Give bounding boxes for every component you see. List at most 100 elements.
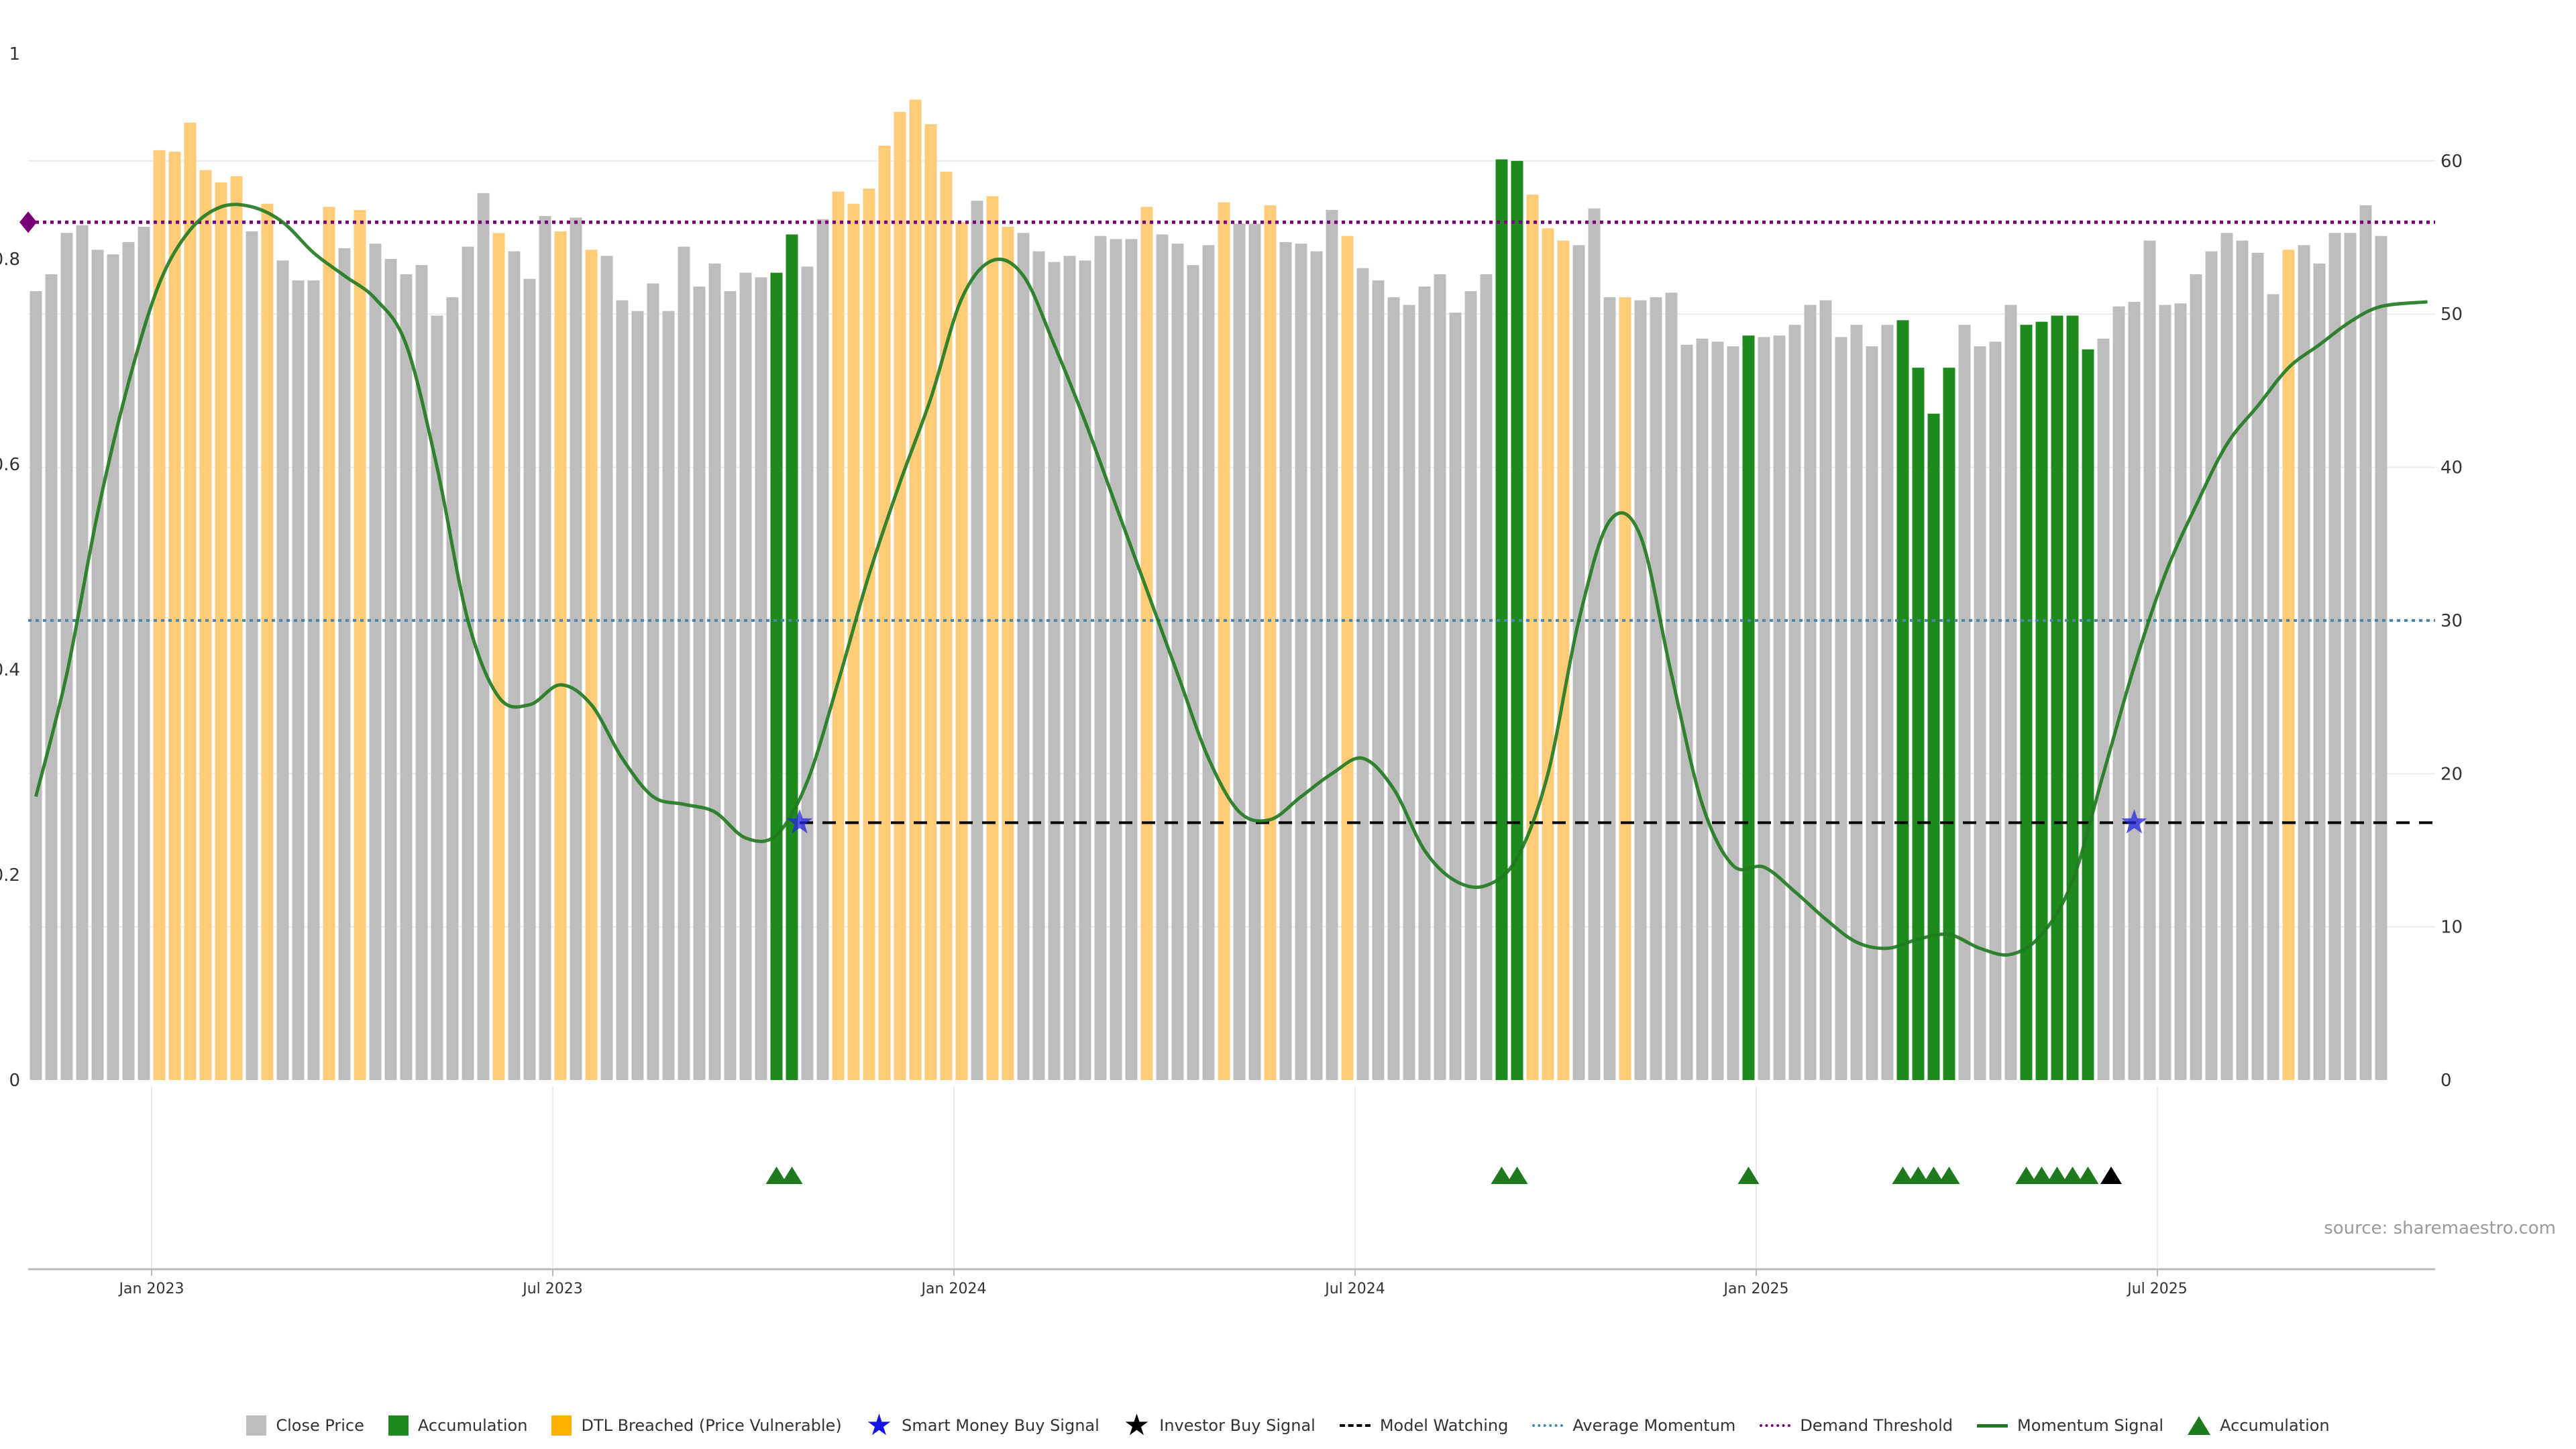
dtl-breached-bar <box>168 152 181 1080</box>
close-price-bar <box>1372 280 1385 1080</box>
close-price-bar <box>415 265 428 1081</box>
close-price-bar <box>2267 294 2279 1080</box>
left-axis: 0 0.2 0.4 0.6 0.8 1 <box>0 44 20 1091</box>
dtl-breached-bar <box>863 188 875 1081</box>
momentum-signal-line <box>34 203 2428 957</box>
legend-label: DTL Breached (Price Vulnerable) <box>581 1416 842 1435</box>
investor-buy-signal-triangle <box>2100 1167 2122 1184</box>
close-price-bar <box>462 246 474 1081</box>
close-price-bar <box>708 263 721 1081</box>
close-price-bar <box>2344 233 2357 1081</box>
accumulation-bar <box>2020 325 2033 1080</box>
close-price-bar <box>2251 252 2264 1080</box>
legend: Close Price Accumulation DTL Breached (Pri… <box>0 1409 2576 1442</box>
close-price-bar <box>76 225 89 1080</box>
dtl-breached-bar <box>847 203 860 1081</box>
dtl-breached-bar <box>1140 207 1153 1081</box>
legend-label: Average Momentum <box>1572 1416 1736 1435</box>
left-tick-label: 1 <box>9 44 20 64</box>
close-price-bar <box>739 272 752 1080</box>
dtl-breached-bar <box>1619 297 1631 1080</box>
left-tick-label: 0 <box>9 1071 20 1091</box>
close-price-bar <box>2313 263 2326 1081</box>
close-price-bar <box>1295 244 1307 1080</box>
close-price-bar <box>631 311 644 1080</box>
legend-item: Close Price <box>246 1415 364 1436</box>
buy-signals <box>786 809 2147 834</box>
close-price-bar <box>508 251 521 1081</box>
accumulation-markers <box>765 1167 2122 1184</box>
accumulation-bar <box>1742 335 1755 1081</box>
bars <box>30 99 2387 1081</box>
close-price-bar <box>384 259 397 1080</box>
dtl-breached-bar <box>940 171 953 1080</box>
reference-lines <box>19 211 2435 824</box>
star-icon: ★ <box>865 1408 893 1442</box>
close-price-bar <box>138 227 150 1080</box>
close-price-bar <box>1788 325 1801 1080</box>
close-price-bar <box>276 260 289 1080</box>
close-price-bar <box>1110 239 1122 1080</box>
close-price-bar <box>1079 260 1091 1080</box>
close-price-bar <box>1326 209 1338 1080</box>
accumulation-triangle <box>1737 1167 1760 1184</box>
close-price-bar <box>1850 325 1863 1080</box>
left-tick-label: 0.4 <box>0 660 20 680</box>
close-price-bar <box>2375 235 2387 1080</box>
accumulation-bar <box>770 272 783 1080</box>
close-price-bar <box>2112 306 2125 1081</box>
star-icon: ★ <box>1123 1408 1150 1442</box>
close-price-bar <box>60 233 73 1081</box>
legend-label: Accumulation <box>2220 1416 2330 1435</box>
close-price-bar <box>122 241 135 1080</box>
close-price-bar <box>431 315 443 1080</box>
legend-item: DTL Breached (Price Vulnerable) <box>551 1415 842 1436</box>
close-price-bar <box>1248 223 1261 1081</box>
legend-swatch-line <box>1977 1424 2008 1428</box>
close-price-bar <box>1634 300 1647 1080</box>
dtl-breached-bar <box>1264 205 1277 1081</box>
close-price-bar <box>678 246 690 1081</box>
close-price-bar <box>2236 240 2249 1080</box>
close-price-bar <box>2298 245 2310 1080</box>
dtl-breached-bar <box>1557 240 1570 1080</box>
close-price-bar <box>338 248 351 1081</box>
close-price-bar <box>523 278 536 1081</box>
legend-item: ★ Investor Buy Signal <box>1123 1408 1316 1442</box>
dtl-breached-bar <box>1542 228 1554 1080</box>
close-price-bar <box>1588 208 1601 1080</box>
close-price-bar <box>1480 274 1493 1080</box>
dtl-breached-bar <box>554 231 567 1080</box>
close-price-bar <box>1017 233 1030 1081</box>
close-price-bar <box>1866 346 1878 1080</box>
legend-label: Close Price <box>276 1416 364 1435</box>
dtl-breached-bar <box>184 122 197 1080</box>
close-price-bar <box>1665 292 1678 1081</box>
close-price-bar <box>1187 265 1199 1081</box>
close-price-bar <box>1758 337 1770 1081</box>
left-tick-label: 0.8 <box>0 250 20 270</box>
close-price-bar <box>724 290 737 1081</box>
close-price-bar <box>1989 341 2002 1080</box>
accumulation-bar <box>1927 413 1940 1080</box>
close-price-bar <box>307 280 320 1080</box>
close-price-bar <box>2190 274 2202 1080</box>
legend-item: Model Watching <box>1339 1416 1509 1435</box>
accumulation-triangle <box>1491 1167 1513 1184</box>
x-tick-label: Jan 2025 <box>1723 1281 1789 1297</box>
dtl-breached-bar <box>199 170 212 1080</box>
close-price-bar <box>1958 325 1971 1080</box>
close-price-bar <box>477 193 490 1081</box>
legend-label: Accumulation <box>417 1416 528 1435</box>
legend-item: Accumulation <box>388 1415 528 1436</box>
close-price-bar <box>1356 268 1369 1080</box>
right-tick-label: 60 <box>2440 152 2463 172</box>
dtl-breached-bar <box>955 222 968 1080</box>
close-price-bar <box>1572 245 1585 1080</box>
close-price-bar <box>45 274 58 1080</box>
legend-label: Model Watching <box>1379 1416 1509 1435</box>
accumulation-triangle <box>1506 1167 1528 1184</box>
close-price-bar <box>2143 240 2156 1080</box>
close-price-bar <box>107 254 119 1080</box>
